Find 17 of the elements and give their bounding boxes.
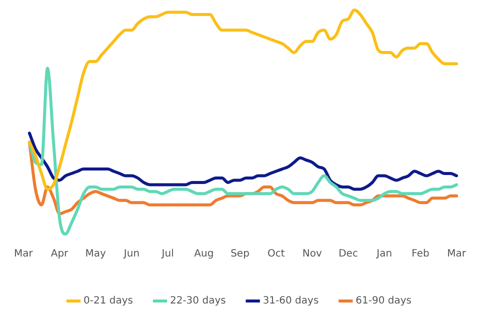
x-tick-label: Aug [194, 248, 214, 260]
x-tick-label: Mar [447, 248, 467, 260]
x-tick-label: Jun [122, 248, 140, 260]
legend-label: 31-60 days [262, 296, 319, 307]
x-tick-label: Jan [376, 248, 392, 260]
x-tick-label: Feb [412, 248, 430, 260]
legend-label: 22-30 days [170, 296, 226, 307]
x-tick-label: Apr [50, 248, 70, 260]
x-tick-label: Sep [230, 248, 250, 260]
legend-label: 61-90 days [356, 296, 412, 307]
x-tick-label: Jul [160, 248, 174, 260]
x-tick-label: May [85, 248, 106, 260]
x-tick-label: Nov [302, 248, 322, 260]
x-tick-label: Oct [267, 248, 285, 260]
x-tick-label: Dec [338, 248, 358, 260]
x-tick-label: Mar [14, 248, 34, 260]
legend-label: 0-21 days [84, 296, 133, 307]
